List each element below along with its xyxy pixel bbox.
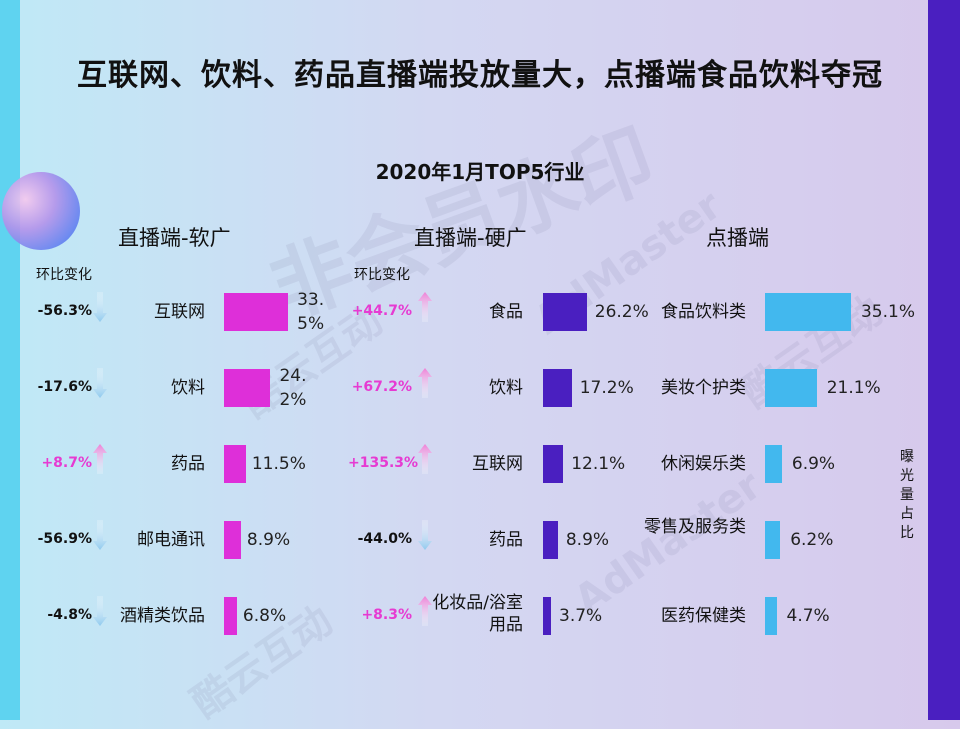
change-value-soft-4: -4.8% — [47, 607, 92, 623]
bar-soft-0 — [224, 293, 288, 331]
bar-soft-3 — [224, 521, 241, 559]
category-label-soft-0: 互联网 — [154, 302, 205, 322]
change-value-hard-0: +44.7% — [351, 303, 412, 319]
category-label-soft-1: 饮料 — [171, 378, 205, 398]
value-label-soft-2: 11.5% — [251, 454, 306, 474]
category-label-soft-3: 邮电通讯 — [137, 530, 205, 550]
value-label-soft-1: 24.2% — [279, 366, 307, 410]
change-value-hard-4: +8.3% — [361, 607, 412, 623]
change-label-soft: 环比变化 — [36, 267, 92, 283]
right-accent-strip — [928, 0, 960, 720]
category-label-soft-4: 酒精类饮品 — [120, 606, 205, 626]
value-label-hard-4: 3.7% — [559, 606, 603, 626]
category-label-soft-2: 药品 — [171, 454, 205, 474]
bar-soft-1 — [224, 369, 270, 407]
bar-vod-1 — [765, 369, 817, 407]
chart-subtitle: 2020年1月TOP5行业 — [375, 160, 585, 184]
decorative-orb — [2, 172, 80, 250]
bar-vod-4 — [765, 597, 777, 635]
bar-vod-3 — [765, 521, 781, 559]
up-arrow-icon-hard-1 — [418, 368, 432, 398]
value-label-soft-0: 33.5% — [297, 290, 325, 334]
value-label-vod-4: 4.7% — [786, 606, 830, 626]
category-label-hard-2: 互联网 — [472, 454, 523, 474]
panel-title-soft: 直播端-软广 — [118, 226, 231, 250]
category-label-vod-3: 零售及服务类 — [644, 517, 746, 537]
bar-vod-0 — [765, 293, 851, 331]
up-arrow-icon-hard-2 — [418, 444, 432, 474]
value-label-soft-3: 8.9% — [246, 530, 291, 550]
change-value-soft-0: -56.3% — [37, 303, 92, 319]
up-arrow-icon-soft-2 — [93, 444, 107, 474]
category-label-vod-4: 医药保健类 — [661, 606, 746, 626]
category-label-hard-0: 食品 — [489, 302, 523, 322]
panel-title-vod: 点播端 — [706, 226, 769, 250]
down-arrow-icon-soft-1 — [93, 368, 107, 398]
change-value-hard-3: -44.0% — [357, 531, 412, 547]
change-value-soft-2: +8.7% — [41, 455, 92, 471]
up-arrow-icon-hard-4 — [418, 596, 432, 626]
bar-hard-0 — [543, 293, 587, 331]
down-arrow-icon-soft-4 — [93, 596, 107, 626]
bar-hard-2 — [543, 445, 564, 483]
panel-title-hard: 直播端-硬广 — [414, 226, 527, 250]
category-label-hard-4: 化妆品/浴室用品 — [432, 593, 523, 635]
change-label-hard: 环比变化 — [354, 267, 410, 283]
value-label-vod-1: 21.1% — [826, 378, 881, 398]
category-label-vod-1: 美妆个护类 — [661, 378, 746, 398]
value-label-hard-1: 17.2% — [579, 378, 634, 398]
up-arrow-icon-hard-0 — [418, 292, 432, 322]
down-arrow-icon-soft-3 — [93, 520, 107, 550]
bar-vod-2 — [765, 445, 782, 483]
category-label-vod-2: 休闲娱乐类 — [661, 454, 746, 474]
value-label-vod-2: 6.9% — [791, 454, 836, 474]
bar-hard-1 — [543, 369, 572, 407]
value-label-vod-0: 35.1% — [860, 302, 915, 322]
change-value-soft-1: -17.6% — [37, 379, 92, 395]
value-label-vod-3: 6.2% — [790, 530, 834, 550]
category-label-vod-0: 食品饮料类 — [661, 302, 746, 322]
page-title: 互联网、饮料、药品直播端投放量大，点播端食品饮料夺冠 — [77, 58, 883, 93]
down-arrow-icon-soft-0 — [93, 292, 107, 322]
value-label-soft-4: 6.8% — [242, 606, 287, 626]
bar-soft-2 — [224, 445, 246, 483]
bar-hard-3 — [543, 521, 558, 559]
change-value-hard-2: +135.3% — [348, 455, 419, 471]
down-arrow-icon-hard-3 — [418, 520, 432, 550]
value-label-hard-3: 8.9% — [565, 530, 610, 550]
bar-soft-4 — [224, 597, 237, 635]
value-label-hard-0: 26.2% — [594, 302, 649, 322]
category-label-hard-3: 药品 — [489, 530, 523, 550]
bar-hard-4 — [543, 597, 551, 635]
value-label-hard-2: 12.1% — [571, 454, 626, 474]
exposure-share-label: 曝光量占比 — [900, 449, 914, 541]
change-value-soft-3: -56.9% — [37, 531, 92, 547]
change-value-hard-1: +67.2% — [351, 379, 412, 395]
category-label-hard-1: 饮料 — [489, 378, 523, 398]
left-accent-strip — [0, 0, 20, 720]
